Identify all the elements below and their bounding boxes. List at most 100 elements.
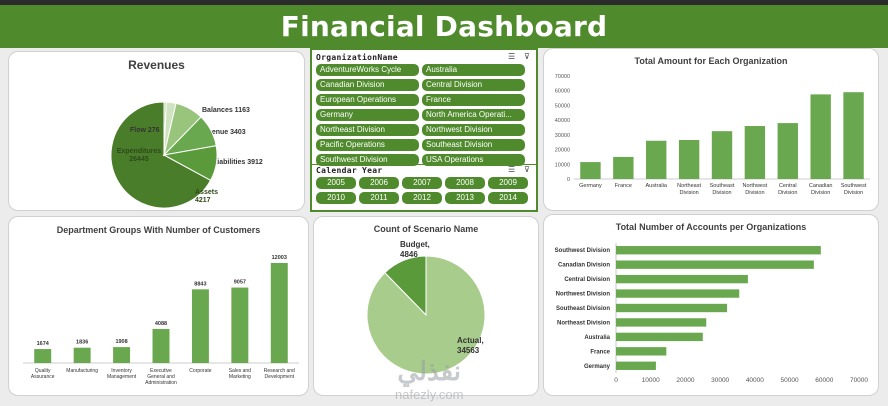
total-amount-xtick-northeast-division: Northeast Division <box>677 183 701 196</box>
total-amount-xtick-southeast-division: Southeast Division <box>710 183 735 196</box>
accounts-xtick: 60000 <box>815 377 833 384</box>
accounts-xtick: 10000 <box>642 377 660 384</box>
scenario-title: Count of Scenario Name <box>373 224 479 234</box>
total-amount-xtick-france: France <box>615 183 632 189</box>
revenues-slice-expenditures <box>110 101 212 209</box>
revenues-value-assets: 4217 <box>195 197 211 204</box>
accounts-bar-northeast-division <box>616 318 707 327</box>
org-item-southwest-division[interactable]: Southwest Division <box>316 154 419 166</box>
org-item-france[interactable]: France <box>422 94 525 106</box>
org-item-northeast-division[interactable]: Northeast Division <box>316 124 419 136</box>
year-2006[interactable]: 2006 <box>359 177 399 189</box>
total-amount-xtick-australia: Australia <box>646 183 668 189</box>
total-amount-bar-france <box>613 156 634 179</box>
total-amount-bar-northwest-division <box>744 126 766 179</box>
accounts-ytick-northeast-division: Northeast Division <box>557 320 610 326</box>
revenues-label-balances: Balances 1163 <box>202 107 250 114</box>
total-amount-card: Total Amount for Each Organization 0 1000… <box>543 48 879 211</box>
year-multi-select-icon[interactable]: ☰ <box>508 165 516 174</box>
dept-value-inventory-management: 1908 <box>115 339 127 345</box>
accounts-bar-southeast-division <box>616 303 728 313</box>
total-amount-bar-southwest-division <box>843 92 864 179</box>
year-2011[interactable]: 2011 <box>359 192 399 204</box>
scenario-value-actual: 34563 <box>457 346 480 355</box>
title-bar: Financial Dashboard <box>0 5 888 48</box>
year-2014[interactable]: 2014 <box>488 192 528 204</box>
dept-value-corporate: 8843 <box>194 281 206 287</box>
revenues-card: Revenues Expenditures 26445 Flow 276 Balanc… <box>8 51 305 211</box>
total-amount-title: Total Amount for Each Organization <box>634 56 788 66</box>
total-amount-xtick-germany: Germany <box>579 183 602 189</box>
org-item-germany[interactable]: Germany <box>316 109 419 121</box>
year-2008[interactable]: 2008 <box>445 177 485 189</box>
org-item-european-operations[interactable]: European Operations <box>316 94 419 106</box>
department-groups-title: Department Groups With Number of Custome… <box>56 225 261 235</box>
org-item-northwest-division[interactable]: Northwest Division <box>422 124 525 136</box>
accounts-ytick-australia: Australia <box>584 335 610 341</box>
year-2013[interactable]: 2013 <box>445 192 485 204</box>
accounts-xtick: 20000 <box>676 377 694 384</box>
accounts-bar-france <box>616 347 667 356</box>
revenues-title: Revenues <box>128 58 185 72</box>
top-strip <box>0 0 888 5</box>
dept-xtick-quality-assurance: Quality Assurance <box>31 368 55 380</box>
total-amount-bar-germany <box>580 162 601 179</box>
clear-filter-icon[interactable]: ⊽ <box>524 52 530 61</box>
org-item-canadian-division[interactable]: Canadian Division <box>316 79 419 91</box>
org-item-adventureworks-cycle[interactable]: AdventureWorks Cycle <box>316 64 419 76</box>
scenario-slice-actual <box>366 255 486 375</box>
org-item-australia[interactable]: Australia <box>422 64 525 76</box>
accounts-bar-germany <box>616 361 656 370</box>
year-2009[interactable]: 2009 <box>488 177 528 189</box>
dept-bar-executive-general-and-administration <box>152 328 170 363</box>
org-item-central-division[interactable]: Central Division <box>422 79 525 91</box>
accounts-ytick-southwest-division: Southwest Division <box>555 248 611 254</box>
organization-slicer: OrganizationName ☰ ⊽ AdventureWorks Cycl… <box>310 48 538 212</box>
department-groups-card: Department Groups With Number of Custome… <box>8 216 309 396</box>
revenues-label-liabilities: Liabilities 3912 <box>213 159 263 166</box>
org-item-southeast-division[interactable]: Southeast Division <box>422 139 525 151</box>
year-2012[interactable]: 2012 <box>402 192 442 204</box>
total-amount-xtick-southwest-division: Southwest Division <box>841 183 867 196</box>
multi-select-icon[interactable]: ☰ <box>508 52 516 61</box>
total-amount-bar-central-division <box>777 123 798 179</box>
org-item-pacific-operations[interactable]: Pacific Operations <box>316 139 419 151</box>
total-amount-ytick: 10000 <box>555 162 570 168</box>
accounts-bar-canadian-division <box>616 260 814 269</box>
page-title: Financial Dashboard <box>280 10 608 43</box>
watermark: نفذلي nafezly.com <box>395 356 463 402</box>
accounts-ytick-southeast-division: Southeast Division <box>556 306 610 312</box>
dept-value-research-and-development: 12003 <box>272 255 287 261</box>
dept-xtick-executive-general-and-administration: Executive General and Administration <box>145 368 177 386</box>
revenues-slice-assets <box>162 145 218 181</box>
dept-xtick-inventory-management: Inventory Management <box>107 368 137 380</box>
org-item-north-america-operati[interactable]: North America Operati... <box>422 109 525 121</box>
department-groups-bar-chart: 1674 Quality Assurance 1836 Manufacturing 190… <box>23 255 299 386</box>
dept-value-manufacturing: 1836 <box>76 340 88 346</box>
accounts-bar-northwest-division <box>616 289 740 298</box>
year-2010[interactable]: 2010 <box>316 192 356 204</box>
dept-xtick-corporate: Corporate <box>189 368 211 374</box>
scenario-pie-chart: Budget,4846 Actual,34563 <box>366 240 486 375</box>
accounts-ytick-france: France <box>590 349 610 355</box>
scenario-value-budget: 4846 <box>400 250 418 259</box>
year-2007[interactable]: 2007 <box>402 177 442 189</box>
total-amount-bar-australia <box>646 140 667 179</box>
accounts-ytick-northwest-division: Northwest Division <box>556 292 611 298</box>
total-amount-ytick: 60000 <box>555 89 570 95</box>
dept-bar-quality-assurance <box>34 349 52 363</box>
watermark-latin: nafezly.com <box>395 387 464 402</box>
accounts-title: Total Number of Accounts per Organizatio… <box>615 222 807 232</box>
accounts-bar-central-division <box>616 274 748 284</box>
accounts-ytick-canadian-division: Canadian Division <box>558 263 610 269</box>
total-amount-xtick-central-division: Central Division <box>778 183 797 196</box>
revenues-label-assets: Assets <box>195 189 218 196</box>
year-2005[interactable]: 2005 <box>316 177 356 189</box>
accounts-xtick: 30000 <box>711 377 729 384</box>
year-clear-filter-icon[interactable]: ⊽ <box>524 165 530 174</box>
dept-bar-manufacturing <box>73 347 91 363</box>
total-amount-ytick: 0 <box>567 177 570 183</box>
dept-bar-inventory-management <box>113 347 131 363</box>
org-item-usa-operations[interactable]: USA Operations <box>422 154 525 166</box>
